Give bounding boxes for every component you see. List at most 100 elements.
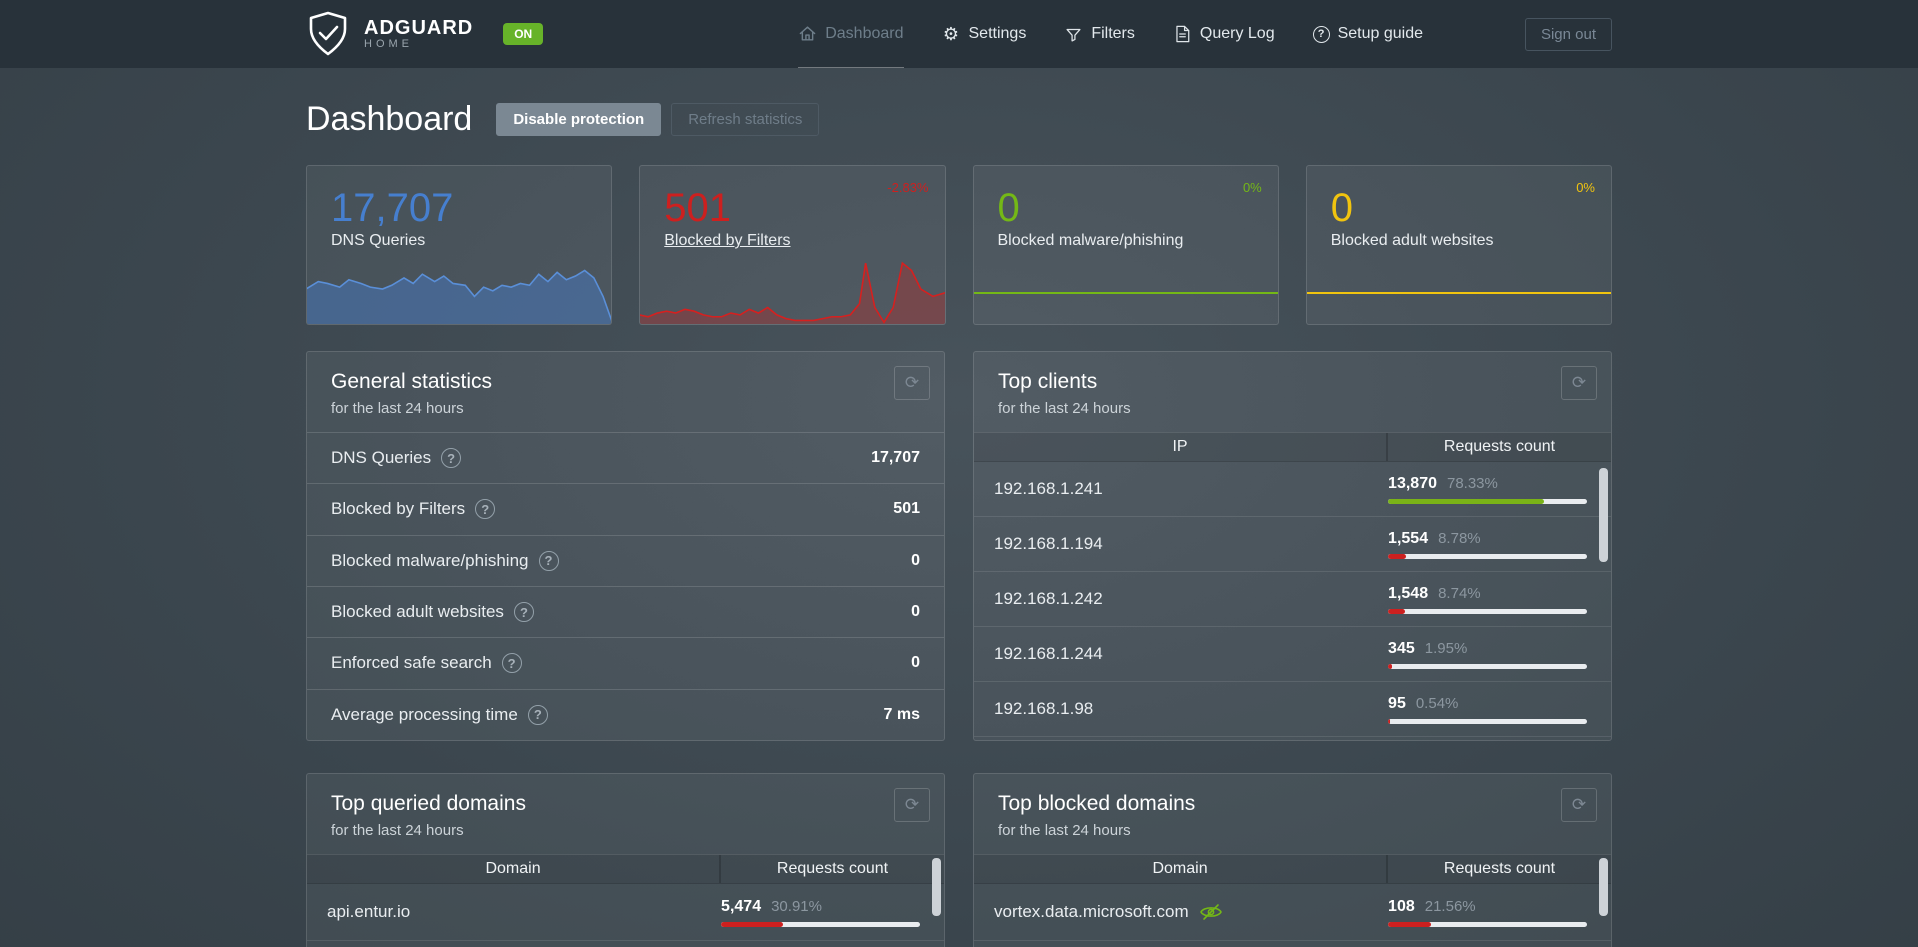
panel-title: Top blocked domains [998,792,1196,815]
stat-row: Enforced safe search ? 0 [307,637,944,688]
progress-bar [1388,663,1587,669]
column-header-domain: Domain [307,855,722,883]
gear-icon: ⚙ [942,24,960,44]
table-header: IP Requests count [974,432,1611,462]
help-icon[interactable]: ? [501,653,522,674]
sign-out-button[interactable]: Sign out [1524,17,1612,51]
adult-flat-sparkline [1306,292,1611,294]
card-blocked-by-filters: -2.83% 501 Blocked by Filters [639,165,946,325]
top-clients-panel: Top clients for the last 24 hours ⟳ IP R… [973,351,1612,741]
table-row: api.entur.io 5,474 30.91% [307,884,944,941]
request-count: 1,548 [1388,584,1429,602]
brand: ADGUARD HOME ON [306,11,544,57]
request-percent: 0.54% [1415,694,1459,712]
row-name: 192.168.1.194 [994,534,1103,553]
stat-label: Enforced safe search [331,653,492,673]
table-row: 192.168.1.241 13,870 78.33% [974,462,1611,517]
stat-value: 0 [911,551,920,569]
progress-bar [1388,553,1587,559]
scrollbar-thumb[interactable] [1599,858,1608,916]
nav-item-query-log[interactable]: Query Log [1173,0,1275,68]
nav-item-filters[interactable]: Filters [1064,0,1135,68]
stat-row: DNS Queries ? 17,707 [307,432,944,483]
nav-item-label: Dashboard [825,24,904,42]
panel-title: Top queried domains [331,792,526,815]
stat-row: Blocked by Filters ? 501 [307,483,944,534]
dns-queries-sparkline [307,252,612,324]
progress-bar [1388,608,1587,614]
malware-flat-sparkline [973,292,1278,294]
table-row: 192.168.1.194 1,554 8.78% [974,517,1611,572]
top-clients-rows: 192.168.1.241 13,870 78.33% 192.168.1.19… [974,462,1611,737]
help-icon[interactable]: ? [538,550,559,571]
refresh-icon[interactable]: ⟳ [1561,366,1597,400]
nav-item-dashboard[interactable]: Dashboard [798,0,904,68]
brand-name: ADGUARD [364,16,474,39]
stat-label: Blocked adult websites [331,602,504,622]
stat-label: DNS Queries [331,448,432,468]
card-label: DNS Queries [331,232,426,249]
stat-label: Blocked by Filters [331,499,466,519]
top-queried-domains-panel: Top queried domains for the last 24 hour… [306,773,945,947]
top-queried-rows: api.entur.io 5,474 30.91% [307,884,944,941]
disable-protection-button[interactable]: Disable protection [496,103,662,136]
scrollbar-thumb[interactable] [932,858,941,916]
help-icon[interactable]: ? [475,499,496,520]
question-circle-icon: ? [1312,25,1330,43]
funnel-icon [1064,25,1083,44]
card-value: 0 [1330,186,1353,230]
adguard-shield-logo [309,11,347,56]
row-name: 192.168.1.241 [994,479,1103,498]
progress-bar [1388,718,1587,724]
scrollbar-thumb[interactable] [1599,468,1608,562]
protection-status-badge: ON [503,23,544,45]
card-value: 0 [997,186,1020,230]
top-blocked-rows: vortex.data.microsoft.com 108 21.56% [974,884,1611,941]
column-header-ip: IP [974,433,1389,461]
column-header-domain: Domain [974,855,1389,883]
stat-row: Blocked adult websites ? 0 [307,585,944,637]
panel-subtitle: for the last 24 hours [331,822,464,839]
card-blocked-adult: 0% 0 Blocked adult websites [1305,165,1612,325]
row-name: 192.168.1.244 [994,644,1103,663]
refresh-statistics-button[interactable]: Refresh statistics [671,103,820,136]
column-header-requests: Requests count [1443,860,1556,877]
panel-title: Top clients [998,370,1098,393]
help-icon[interactable]: ? [441,448,462,469]
stat-label: Average processing time [331,704,518,724]
blocked-by-filters-link[interactable]: Blocked by Filters [664,232,791,249]
request-count: 13,870 [1388,474,1437,492]
stat-label: Blocked malware/phishing [331,550,529,570]
help-icon[interactable]: ? [513,602,534,623]
row-name: vortex.data.microsoft.com [994,902,1189,921]
refresh-icon[interactable]: ⟳ [894,788,930,822]
card-trend: 0% [1242,180,1262,195]
table-row: 192.168.1.98 95 0.54% [974,682,1611,737]
general-stats-rows: DNS Queries ? 17,707 Blocked by Filters … [307,432,944,740]
card-label: Blocked malware/phishing [997,232,1184,249]
refresh-icon[interactable]: ⟳ [894,366,930,400]
page-title: Dashboard [306,100,473,138]
nav-item-label: Query Log [1199,25,1275,42]
table-row: 192.168.1.244 345 1.95% [974,627,1611,682]
nav-item-settings[interactable]: ⚙ Settings [942,0,1026,68]
progress-bar [721,921,920,927]
general-statistics-panel: General statistics for the last 24 hours… [306,351,945,741]
navbar: ADGUARD HOME ON Dashboard ⚙ Settings Fil… [0,0,1918,68]
stat-value: 7 ms [883,705,920,723]
request-count: 345 [1388,639,1415,657]
request-count: 5,474 [721,897,762,915]
column-header-requests: Requests count [776,860,889,877]
request-percent: 30.91% [771,897,822,915]
refresh-icon[interactable]: ⟳ [1561,788,1597,822]
row-name: 192.168.1.242 [994,589,1103,608]
panel-title: General statistics [331,370,493,393]
card-value: 17,707 [331,186,454,230]
nav-item-setup-guide[interactable]: ? Setup guide [1312,0,1423,68]
help-icon[interactable]: ? [527,704,548,725]
row-name: 192.168.1.98 [994,699,1094,718]
table-header: Domain Requests count [307,854,944,884]
card-trend: 0% [1576,180,1595,195]
stat-value: 0 [911,603,920,621]
row-name: api.entur.io [327,902,411,921]
